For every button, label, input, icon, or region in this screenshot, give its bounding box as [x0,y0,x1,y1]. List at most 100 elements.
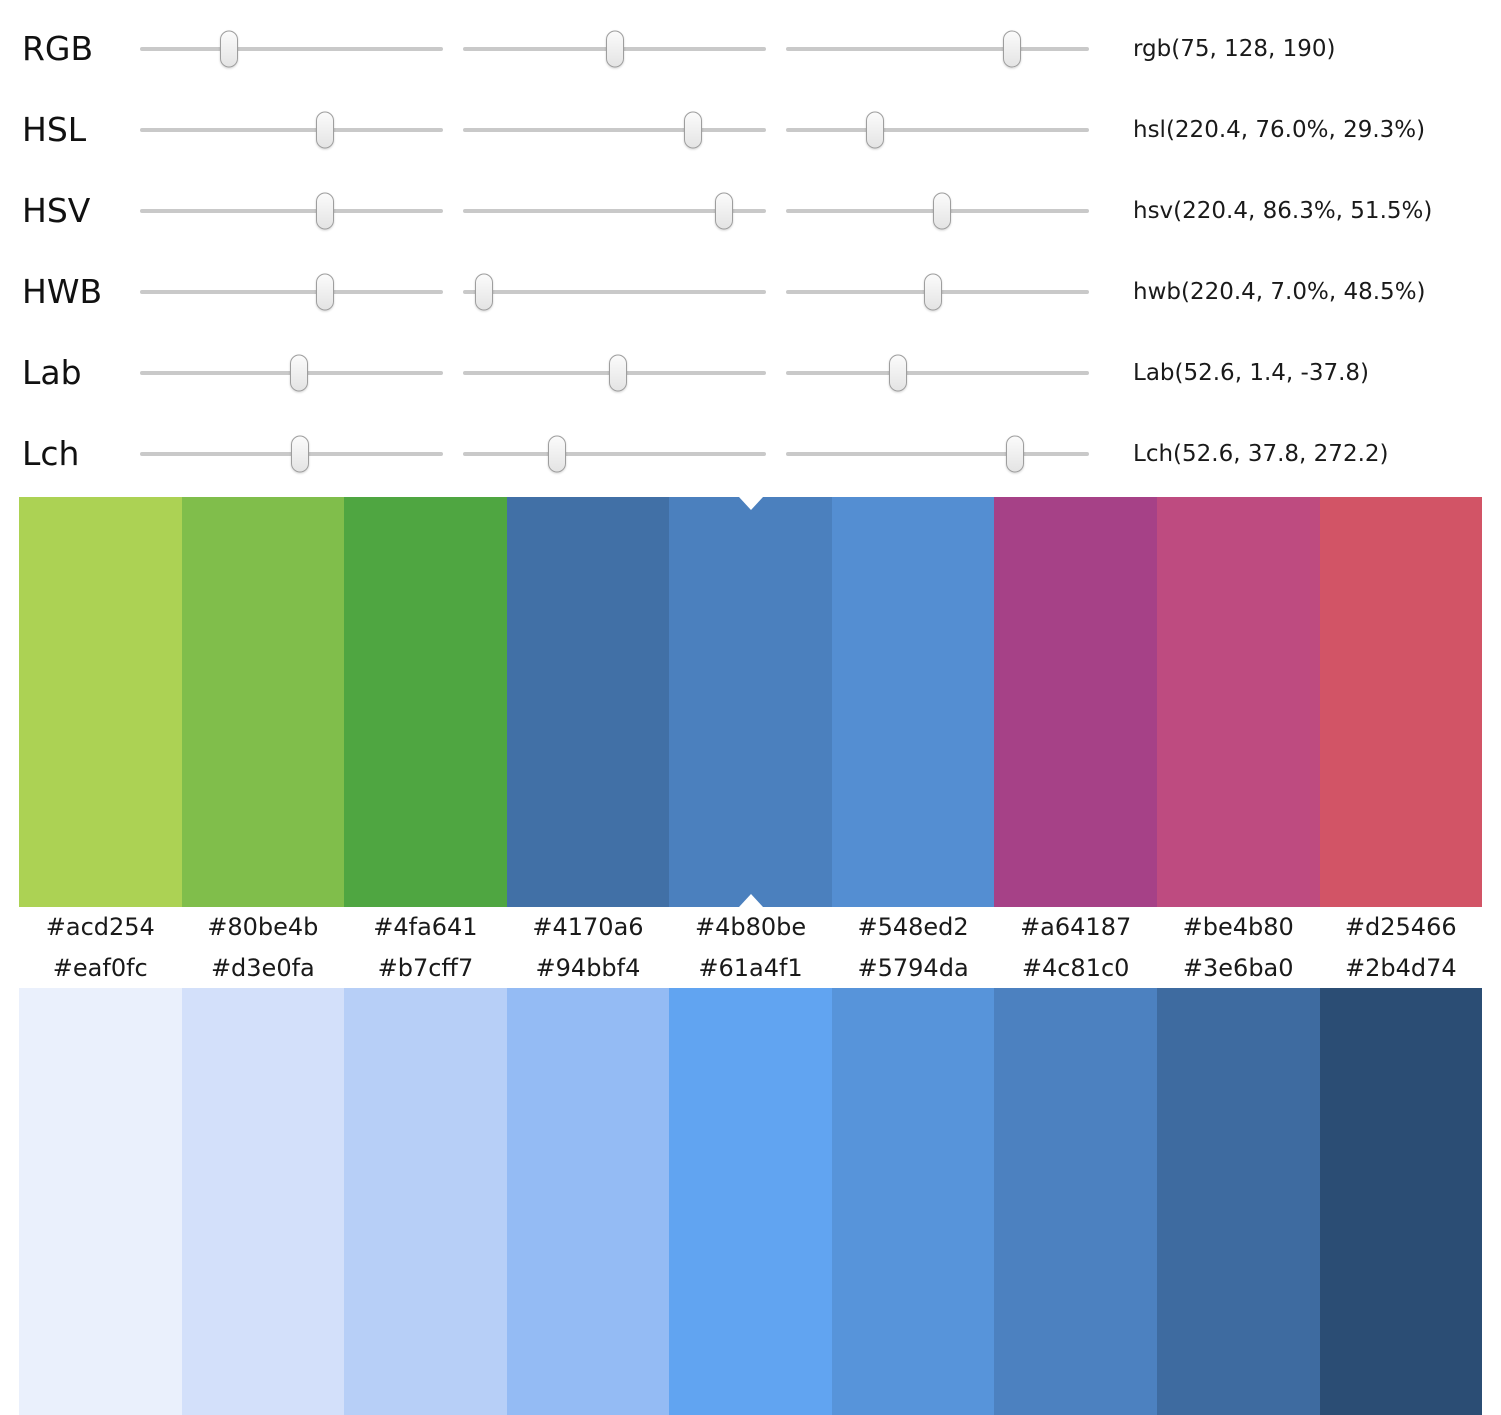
hex-label: #2b4d74 [1344,953,1457,982]
hex-label: #d3e0fa [210,953,315,982]
hsl-slider-3 [786,108,1089,152]
hwb-slider-thumb-1[interactable] [316,273,335,310]
lab-slider-thumb-1[interactable] [290,354,309,391]
hex-label: #b7cff7 [377,953,474,982]
slider-value-lch: Lch(52.6, 37.8, 272.2) [1133,440,1389,467]
lch-slider-track-3[interactable] [786,451,1089,456]
lab-slider-3 [786,351,1089,395]
hex-label: #a64187 [1020,913,1132,941]
lch-slider-thumb-1[interactable] [290,435,309,472]
bottom-palette [19,988,1483,1415]
hwb-slider-3 [786,270,1089,314]
lch-slider-1 [140,432,443,476]
palette-swatch[interactable] [506,497,670,907]
hsl-slider-thumb-3[interactable] [865,111,884,148]
palette-swatch[interactable] [831,497,995,907]
slider-row-hsv: HSV hsv(220.4, 86.3%, 51.5%) [22,170,1501,251]
hsl-slider-thumb-2[interactable] [684,111,703,148]
lch-slider-track-2[interactable] [463,451,766,456]
hsv-slider-thumb-2[interactable] [715,192,734,229]
lch-slider-thumb-3[interactable] [1006,435,1025,472]
palette-swatch[interactable] [1319,988,1483,1415]
palette-swatch[interactable] [344,497,507,907]
lch-slider-2 [463,432,766,476]
selected-color-caret-bottom-icon [738,894,763,907]
lab-slider-1 [140,351,443,395]
palette-swatch[interactable] [831,988,995,1415]
palette-swatch[interactable] [181,497,345,907]
rgb-slider-2 [463,27,766,71]
top-hex-row: #acd254 #80be4b #4fa641 #4170a6 #4b80be #548e… [19,907,1482,947]
hex-label: #5794da [857,953,969,982]
palette-swatch[interactable] [1156,497,1320,907]
slider-row-label-rgb: RGB [22,29,94,68]
slider-row-rgb: RGB rgb(75, 128, 190) [22,8,1501,89]
hsl-slider-track-1[interactable] [140,127,443,132]
rgb-slider-track-1[interactable] [140,46,443,51]
hwb-slider-2 [463,270,766,314]
hsl-slider-2 [463,108,766,152]
slider-row-label-hsl: HSL [22,110,87,149]
rgb-slider-track-3[interactable] [786,46,1089,51]
slider-value-hsl: hsl(220.4, 76.0%, 29.3%) [1133,116,1426,143]
slider-value-hsv: hsv(220.4, 86.3%, 51.5%) [1133,197,1433,224]
slider-value-lab: Lab(52.6, 1.4, -37.8) [1133,359,1369,386]
hsl-slider-track-2[interactable] [463,127,766,132]
lab-slider-thumb-2[interactable] [608,354,627,391]
hwb-slider-thumb-3[interactable] [923,273,942,310]
hex-label: #acd254 [45,913,155,941]
hsl-slider-track-3[interactable] [786,127,1089,132]
lab-slider-track-3[interactable] [786,370,1089,375]
slider-row-lch: Lch Lch(52.6, 37.8, 272.2) [22,413,1501,494]
hsv-slider-2 [463,189,766,233]
hex-label: #d25466 [1344,913,1457,941]
slider-row-label-lab: Lab [22,353,82,392]
rgb-slider-thumb-1[interactable] [220,30,239,67]
rgb-slider-thumb-3[interactable] [1002,30,1021,67]
hwb-slider-1 [140,270,443,314]
lch-slider-3 [786,432,1089,476]
hsv-slider-thumb-1[interactable] [316,192,335,229]
hwb-slider-track-2[interactable] [463,289,766,294]
hex-label: #80be4b [207,913,319,941]
palette-swatch[interactable] [994,988,1157,1415]
selected-color-caret-top-icon [738,497,763,510]
hsv-slider-thumb-3[interactable] [933,192,952,229]
lab-slider-2 [463,351,766,395]
lab-slider-thumb-3[interactable] [889,354,908,391]
palette-swatch[interactable] [1156,988,1320,1415]
palette-swatch-selected[interactable] [669,497,832,907]
palette-swatch[interactable] [506,988,670,1415]
hex-label: #4c81c0 [1021,953,1130,982]
hex-label: #61a4f1 [698,953,803,982]
rgb-slider-3 [786,27,1089,71]
rgb-slider-1 [140,27,443,71]
slider-panel: RGB rgb(75, 128, 190) HSL hsl(220.4, 76.0%,… [0,0,1501,497]
hsl-slider-1 [140,108,443,152]
slider-row-hsl: HSL hsl(220.4, 76.0%, 29.3%) [22,89,1501,170]
hex-label: #3e6ba0 [1182,953,1294,982]
hsv-slider-track-1[interactable] [140,208,443,213]
palette-swatch[interactable] [669,988,832,1415]
palette-swatch[interactable] [1319,497,1483,907]
hwb-slider-track-1[interactable] [140,289,443,294]
slider-row-label-lch: Lch [22,434,80,473]
hex-label: #4fa641 [373,913,478,941]
hex-label: #4170a6 [532,913,644,941]
lch-slider-thumb-2[interactable] [547,435,566,472]
hex-label: #94bbf4 [535,953,641,982]
hsl-slider-thumb-1[interactable] [316,111,335,148]
palette-swatch[interactable] [344,988,507,1415]
rgb-slider-thumb-2[interactable] [606,30,625,67]
hex-label: #548ed2 [857,913,969,941]
palette-swatch[interactable] [19,988,182,1415]
palette-swatch[interactable] [181,988,345,1415]
hsv-slider-1 [140,189,443,233]
hwb-slider-thumb-2[interactable] [475,273,494,310]
palette-swatch[interactable] [19,497,182,907]
palette-swatch[interactable] [994,497,1157,907]
hsv-slider-track-2[interactable] [463,208,766,213]
hex-label: #4b80be [694,913,807,941]
slider-row-lab: Lab Lab(52.6, 1.4, -37.8) [22,332,1501,413]
